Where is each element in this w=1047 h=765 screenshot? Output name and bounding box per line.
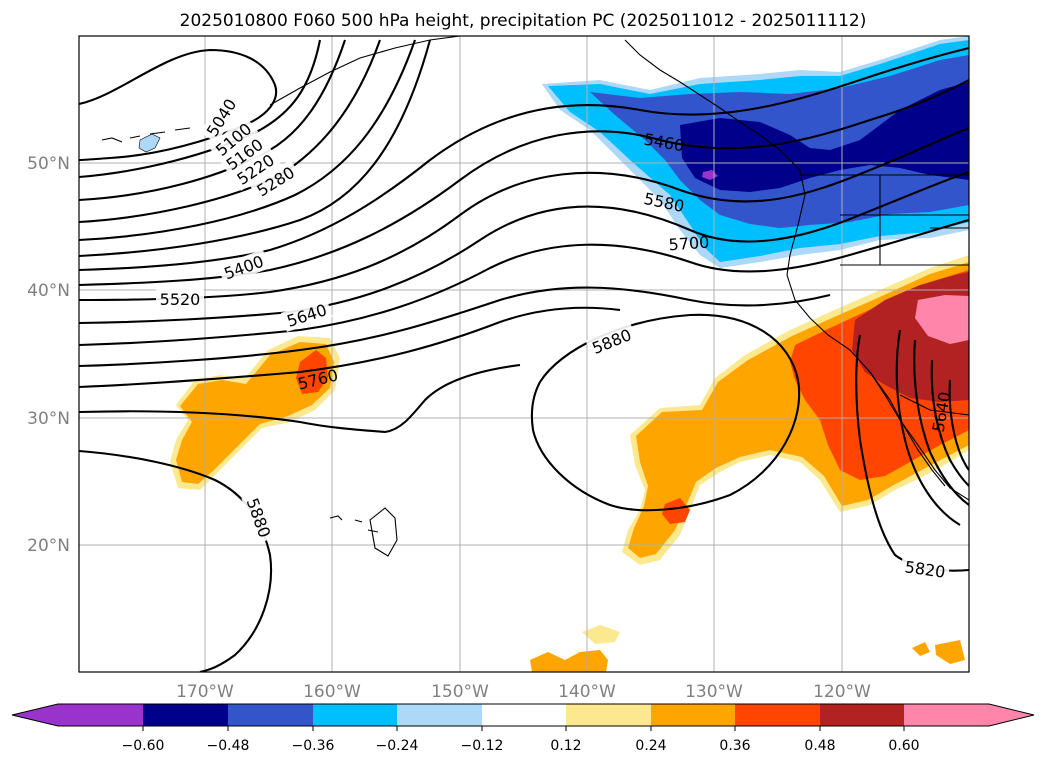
precip-patch-south-2 — [530, 650, 608, 672]
colorbar-tick-label: −0.48 — [207, 738, 250, 754]
contour-label-5700: 5700 — [668, 233, 710, 255]
precip-patch-south-1 — [582, 625, 620, 644]
contour-line-10 — [79, 171, 969, 325]
contour-line-21 — [948, 379, 969, 471]
contour-line-1 — [79, 48, 278, 162]
contour-line-9 — [79, 127, 969, 302]
colorbar-tick-label: 0.24 — [635, 738, 666, 754]
contour-line-11 — [79, 218, 969, 347]
contour-line-14 — [79, 363, 521, 434]
coast-baja-california — [869, 371, 946, 487]
contour-line-19 — [913, 339, 969, 506]
map-panel: 5040 5100 5160 5220 5280 5400 5520 5640 … — [78, 35, 970, 673]
coast-north-america-west — [786, 169, 969, 501]
contour-line-13 — [79, 306, 621, 389]
lat-label-30n: 30°N — [27, 409, 70, 429]
colorbar: −0.60 −0.48 −0.36 −0.24 −0.12 0.12 0.24 … — [11, 703, 1035, 754]
colorbar-extend-low — [12, 704, 143, 726]
contour-line-6 — [79, 39, 432, 258]
colorbar-tick-label: 0.12 — [550, 738, 581, 754]
contour-label-5520: 5520 — [160, 290, 201, 309]
precip-patch-south-3 — [912, 642, 930, 656]
colorbar-ticks — [142, 726, 905, 731]
colorbar-outline — [11, 703, 1035, 727]
colorbar-segment-5 — [482, 704, 566, 726]
contour-line-15 — [530, 313, 801, 512]
coastlines — [101, 36, 969, 557]
map-frame — [78, 35, 970, 673]
lat-label-40n: 40°N — [27, 281, 70, 301]
colorbar-tick-label: 0.36 — [719, 738, 750, 754]
colorbar-tick-label: 0.48 — [804, 738, 835, 754]
coast-aleutian-islands — [101, 127, 191, 143]
colorbar-segment-9 — [820, 704, 904, 726]
colorbar-segment-4 — [397, 704, 482, 726]
lat-label-20n: 20°N — [27, 536, 70, 556]
contour-line-20 — [930, 359, 969, 487]
contour-line-12 — [79, 286, 831, 368]
precip-band-pos-060-east — [915, 295, 969, 344]
precip-band-pos-036-small — [662, 498, 690, 524]
colorbar-segment-1 — [143, 704, 228, 726]
colorbar-tick-labels: −0.60 −0.48 −0.36 −0.24 −0.12 0.12 0.24 … — [122, 738, 920, 754]
lon-label-120w: 120°W — [813, 682, 871, 702]
colorbar-tick-label: −0.12 — [461, 738, 504, 754]
contour-line-18 — [895, 329, 961, 526]
lon-label-160w: 160°W — [303, 682, 361, 702]
contour-line-16 — [79, 449, 273, 672]
lon-label-130w: 130°W — [685, 682, 743, 702]
colorbar-tick-label: 0.60 — [888, 738, 919, 754]
lon-label-170w: 170°W — [176, 682, 234, 702]
colorbar-segment-7 — [651, 704, 735, 726]
lon-label-140w: 140°W — [558, 682, 616, 702]
colorbar-segment-8 — [735, 704, 820, 726]
colorbar-segment-3 — [313, 704, 397, 726]
lon-label-150w: 150°W — [431, 682, 489, 702]
coast-hawaii-islands — [329, 515, 379, 533]
contour-line-5 — [79, 39, 416, 242]
figure-title: 2025010800 F060 500 hPa height, precipit… — [180, 11, 867, 31]
colorbar-tick-label: −0.60 — [122, 738, 165, 754]
colorbar-segment-6 — [566, 704, 651, 726]
colorbar-tick-label: −0.24 — [376, 738, 419, 754]
latitude-labels: 50°N 40°N 30°N 20°N — [27, 154, 70, 556]
coast-hawaii-big-island — [369, 507, 398, 557]
precip-patch-south-4 — [935, 640, 965, 664]
colorbar-segment-2 — [228, 704, 313, 726]
border-us-mexico — [899, 394, 969, 416]
lat-label-50n: 50°N — [27, 154, 70, 174]
longitude-labels: 170°W 160°W 150°W 140°W 130°W 120°W — [176, 682, 871, 702]
positive-precip-region — [170, 255, 969, 672]
colorbar-tick-label: −0.36 — [292, 738, 335, 754]
colorbar-extend-high — [904, 704, 1034, 726]
border-us-states — [840, 175, 969, 266]
precip-band-pos-024-west — [176, 342, 334, 484]
negative-precip-region — [138, 36, 969, 268]
coast-alaska-panhandle — [624, 39, 801, 171]
gridlines — [79, 36, 969, 672]
precip-band-pos-036-west — [296, 350, 328, 394]
precip-band-neg-060 — [680, 82, 969, 192]
